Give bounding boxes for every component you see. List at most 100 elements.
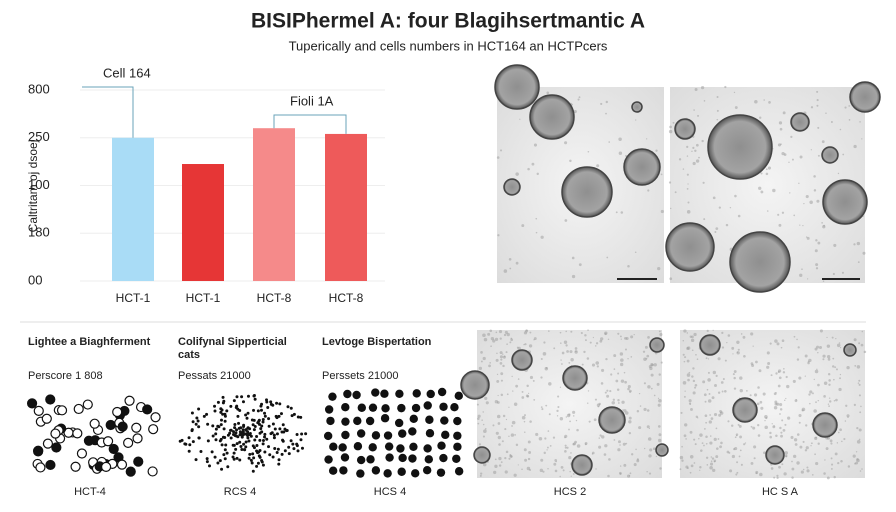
speck bbox=[832, 357, 835, 360]
dot bbox=[252, 428, 256, 432]
speck bbox=[660, 209, 664, 214]
speck bbox=[493, 470, 497, 475]
dot bbox=[232, 457, 236, 461]
speck bbox=[794, 399, 798, 403]
speck bbox=[727, 334, 731, 337]
speck bbox=[725, 223, 729, 227]
speck bbox=[768, 101, 771, 104]
dot bbox=[423, 444, 432, 453]
speck bbox=[710, 456, 713, 458]
speck bbox=[560, 342, 562, 344]
dot bbox=[277, 462, 281, 466]
speck bbox=[600, 102, 603, 106]
dot bbox=[260, 460, 264, 464]
speck bbox=[827, 358, 831, 361]
speck bbox=[592, 336, 594, 339]
speck bbox=[604, 391, 607, 394]
speck bbox=[660, 361, 663, 364]
speck bbox=[798, 421, 801, 424]
speck bbox=[521, 396, 525, 399]
speck bbox=[648, 472, 652, 475]
speck bbox=[810, 149, 812, 151]
speck bbox=[627, 265, 630, 268]
panel-title: Lightee a Biaghferment bbox=[28, 336, 151, 348]
dot bbox=[263, 411, 267, 415]
dot bbox=[439, 402, 448, 411]
speck bbox=[694, 386, 697, 389]
speck bbox=[570, 475, 572, 477]
speck bbox=[527, 167, 530, 171]
speck bbox=[562, 469, 565, 472]
speck bbox=[740, 333, 743, 335]
dot bbox=[296, 415, 300, 419]
speck bbox=[737, 214, 741, 218]
speck bbox=[734, 436, 737, 439]
speck bbox=[691, 349, 694, 352]
speck bbox=[718, 413, 722, 417]
speck bbox=[540, 358, 543, 361]
speck bbox=[573, 109, 577, 114]
dot bbox=[51, 442, 62, 453]
speck bbox=[599, 339, 603, 343]
dot bbox=[340, 453, 350, 462]
speck bbox=[719, 445, 722, 449]
dot bbox=[265, 400, 269, 404]
dot bbox=[206, 422, 210, 426]
speck bbox=[478, 443, 482, 446]
speck bbox=[658, 398, 662, 403]
speck bbox=[694, 88, 698, 91]
dot bbox=[187, 436, 191, 440]
dot bbox=[328, 392, 337, 401]
dot bbox=[234, 406, 238, 410]
speck bbox=[830, 120, 833, 123]
speck bbox=[814, 369, 819, 374]
speck bbox=[796, 461, 800, 465]
dot bbox=[102, 436, 114, 447]
dot bbox=[454, 391, 463, 401]
speck bbox=[549, 444, 552, 447]
dot bbox=[220, 467, 224, 471]
speck bbox=[674, 191, 677, 194]
dot bbox=[398, 453, 407, 463]
speck bbox=[521, 468, 523, 471]
cell bbox=[503, 178, 521, 196]
speck bbox=[710, 417, 714, 420]
speck bbox=[817, 442, 820, 445]
bar bbox=[112, 137, 154, 281]
speck bbox=[647, 385, 651, 389]
speck bbox=[686, 373, 691, 377]
dot bbox=[273, 447, 277, 451]
dot bbox=[278, 427, 282, 431]
speck bbox=[542, 352, 547, 356]
speck bbox=[822, 280, 825, 283]
speck bbox=[777, 213, 780, 216]
speck bbox=[683, 434, 687, 438]
dot bbox=[341, 430, 350, 440]
dot bbox=[255, 443, 259, 447]
dot bbox=[197, 407, 201, 411]
speck bbox=[593, 418, 597, 422]
speck bbox=[717, 438, 720, 440]
speck bbox=[476, 417, 480, 420]
speck bbox=[843, 437, 846, 441]
speck bbox=[785, 397, 787, 400]
speck bbox=[496, 352, 498, 355]
speck bbox=[515, 172, 519, 176]
x-tick-label: HCT-1 bbox=[186, 291, 221, 305]
dot bbox=[252, 408, 256, 412]
dot bbox=[231, 430, 235, 434]
speck bbox=[608, 458, 611, 461]
speck bbox=[713, 412, 718, 417]
speck bbox=[651, 363, 654, 367]
speck bbox=[540, 376, 543, 379]
speck bbox=[703, 100, 706, 102]
speck bbox=[720, 381, 724, 384]
speck bbox=[655, 455, 657, 458]
speck bbox=[711, 457, 715, 460]
dot bbox=[323, 431, 333, 441]
dot bbox=[258, 438, 262, 442]
speck bbox=[553, 462, 557, 466]
dot bbox=[244, 428, 248, 432]
x-tick-label: HCT-8 bbox=[329, 291, 364, 305]
